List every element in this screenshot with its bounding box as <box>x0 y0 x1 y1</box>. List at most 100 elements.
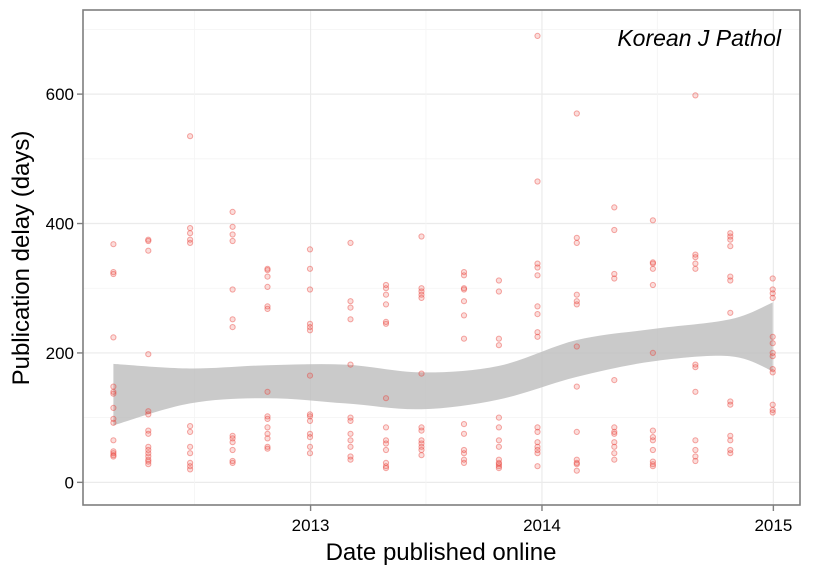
data-point <box>769 333 776 340</box>
data-point <box>769 275 776 282</box>
data-point <box>649 281 657 289</box>
data-point <box>460 269 468 276</box>
data-point <box>769 366 776 373</box>
data-point <box>418 233 425 240</box>
data-point <box>110 390 117 397</box>
data-point <box>769 349 776 356</box>
data-point <box>692 361 699 368</box>
data-point <box>382 424 390 431</box>
data-point <box>382 463 390 470</box>
x-tick-label: 2015 <box>754 516 792 535</box>
data-point <box>692 265 699 272</box>
data-point <box>347 239 354 246</box>
data-point <box>145 237 152 245</box>
data-point <box>229 237 236 245</box>
data-point <box>649 434 657 441</box>
data-point <box>769 406 776 413</box>
data-point <box>611 204 618 211</box>
data-point <box>110 448 117 455</box>
data-point <box>110 334 117 341</box>
data-point <box>573 234 580 241</box>
data-point <box>769 290 776 297</box>
data-point <box>495 277 502 284</box>
data-point <box>573 291 580 298</box>
data-point <box>727 236 734 243</box>
data-point <box>110 404 117 411</box>
data-point <box>110 241 117 248</box>
data-point <box>229 223 236 230</box>
data-point <box>460 335 468 342</box>
data-point <box>573 110 580 117</box>
data-point <box>264 445 271 452</box>
data-point <box>264 415 271 422</box>
data-point <box>573 459 580 466</box>
data-point <box>229 446 236 454</box>
x-tick-label: 2014 <box>523 516 561 535</box>
data-point <box>418 440 425 447</box>
data-point <box>727 437 734 444</box>
data-point <box>382 285 390 292</box>
data-point <box>187 443 194 450</box>
data-point <box>573 239 580 246</box>
data-point <box>145 427 152 434</box>
data-point <box>187 236 194 243</box>
data-point <box>495 437 502 444</box>
data-point <box>534 424 541 431</box>
confidence-band <box>113 302 773 426</box>
data-point <box>229 432 236 439</box>
data-point <box>418 443 425 450</box>
data-point <box>382 318 390 325</box>
data-point <box>573 298 580 305</box>
data-point <box>534 178 541 185</box>
data-point <box>692 254 699 261</box>
data-point <box>534 443 541 450</box>
data-point <box>347 304 354 311</box>
data-point <box>187 230 194 237</box>
data-point <box>769 353 776 360</box>
data-point <box>229 324 236 331</box>
data-point <box>460 459 468 466</box>
data-point <box>418 424 425 431</box>
data-point <box>692 437 699 444</box>
data-point <box>306 246 314 253</box>
data-point <box>229 231 236 238</box>
data-point <box>573 456 580 463</box>
data-point <box>145 446 152 454</box>
data-point <box>347 298 354 305</box>
data-point <box>649 217 657 224</box>
data-point <box>264 265 271 272</box>
data-point <box>534 260 541 267</box>
data-point <box>382 437 390 444</box>
data-point <box>347 414 354 421</box>
data-point <box>229 459 236 466</box>
data-point <box>495 463 502 470</box>
data-point <box>347 417 354 424</box>
data-point <box>692 260 699 267</box>
data-point <box>534 450 541 457</box>
data-point <box>727 446 734 454</box>
data-point <box>187 466 194 473</box>
data-point <box>611 428 618 435</box>
data-point <box>460 272 468 279</box>
data-point <box>727 233 734 240</box>
data-point <box>264 283 271 290</box>
data-point <box>382 465 390 472</box>
data-point <box>264 443 271 450</box>
y-axis-title: Publication delay (days) <box>8 131 35 386</box>
data-point <box>573 301 580 308</box>
data-point <box>306 372 314 379</box>
data-points <box>110 32 776 474</box>
data-point <box>769 340 776 347</box>
data-point <box>110 383 117 390</box>
data-point <box>306 434 314 441</box>
x-axis: 2013 2014 2015 <box>292 505 792 535</box>
data-point <box>382 281 390 289</box>
data-point <box>306 327 314 334</box>
data-point <box>692 446 699 454</box>
annotation-label: Korean J Pathol <box>617 25 782 51</box>
data-point <box>306 411 314 418</box>
data-point <box>692 92 699 99</box>
data-point <box>611 443 618 450</box>
data-point <box>534 428 541 435</box>
data-point <box>187 133 194 140</box>
